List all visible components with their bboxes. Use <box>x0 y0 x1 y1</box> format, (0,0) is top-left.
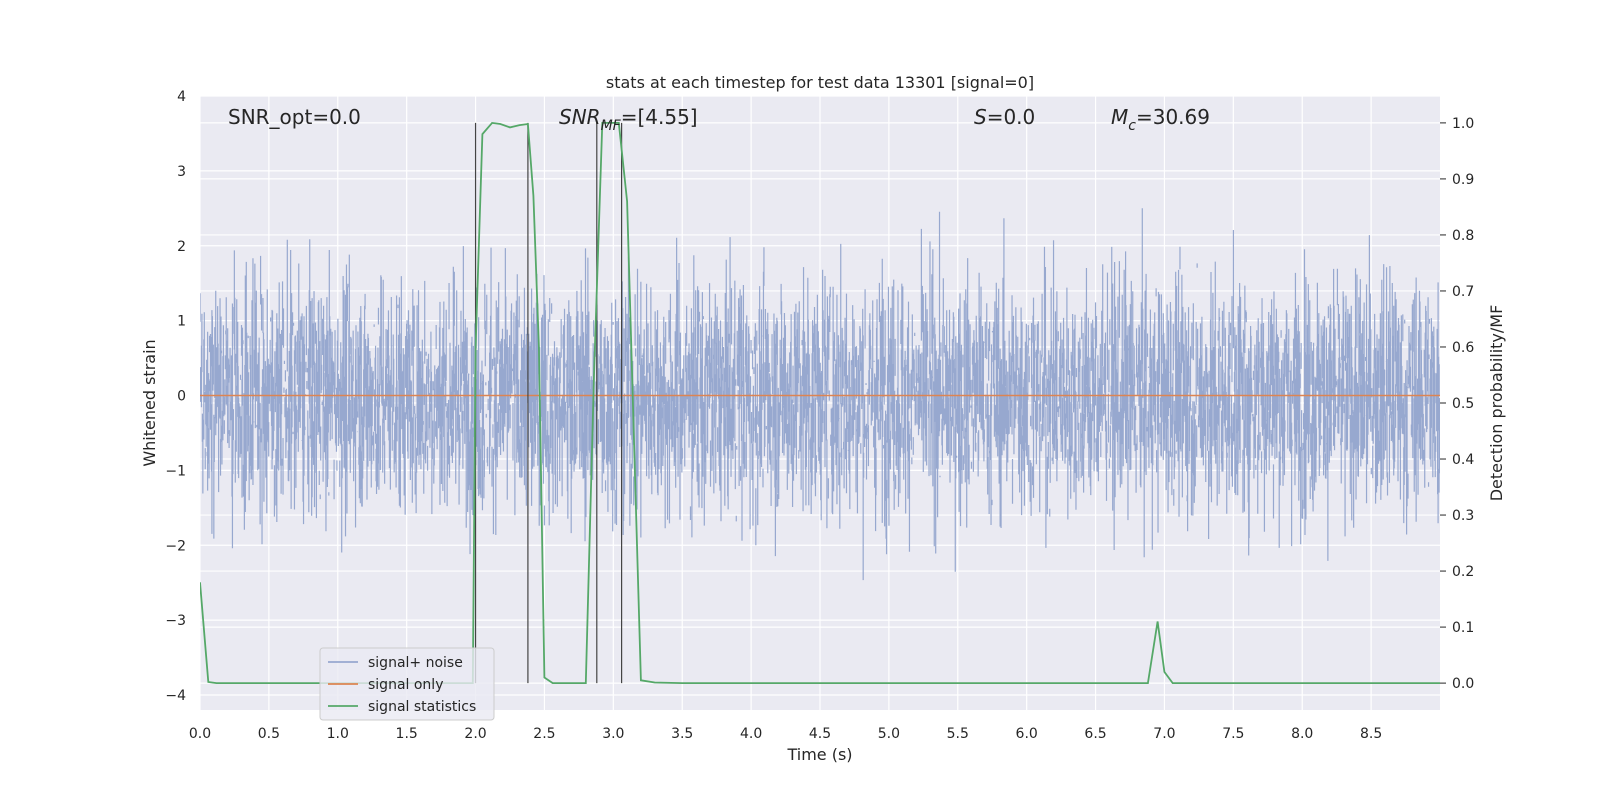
y-left-tick-label-0: 4 <box>177 89 186 105</box>
x-tick-label-5: 2.5 <box>533 726 555 742</box>
y-right-tick-label-9: 0.1 <box>1452 620 1474 636</box>
y-axis-right-label: Detection probability/MF <box>1487 305 1506 502</box>
y-right-tick-label-5: 0.5 <box>1452 396 1474 412</box>
legend-box <box>319 647 495 721</box>
mc-sub: c <box>1128 118 1136 134</box>
y-right-tick-label-4: 0.6 <box>1452 340 1474 356</box>
x-tick-label-14: 7.0 <box>1153 726 1175 742</box>
x-axis-ticks: 0.0 0.5 1.0 1.5 2.0 2.5 3.0 3.5 4.0 4.5 5.0 5.5 6.0 6… <box>189 726 1382 742</box>
x-tick-label-8: 4.0 <box>740 726 762 742</box>
series-signal-statistics <box>200 121 1440 684</box>
y-left-tick-label-7: −3 <box>165 613 186 629</box>
x-tick-label-6: 3.0 <box>602 726 624 742</box>
chart-title: stats at each timestep for test data 133… <box>606 73 1034 92</box>
y-left-tick-label-5: −1 <box>165 463 186 479</box>
snr-mf-sub: MF <box>601 118 622 134</box>
y-left-tick-label-4: 0 <box>177 389 186 405</box>
x-tick-label-2: 1.0 <box>327 726 349 742</box>
s-value: =0.0 <box>987 105 1036 129</box>
y-left-tick-label-6: −2 <box>165 538 186 554</box>
x-tick-label-7: 3.5 <box>671 726 693 742</box>
legend-label-signal-only: signal only <box>368 677 443 693</box>
x-tick-label-0: 0.0 <box>189 726 211 742</box>
y-left-tick-label-2: 2 <box>177 239 186 255</box>
x-tick-label-12: 6.0 <box>1016 726 1038 742</box>
x-tick-label-11: 5.5 <box>947 726 969 742</box>
x-tick-label-15: 7.5 <box>1222 726 1244 742</box>
x-tick-label-4: 2.0 <box>464 726 486 742</box>
y-left-tick-label-8: −4 <box>165 688 186 704</box>
y-left-tick-label-1: 3 <box>177 164 186 180</box>
x-axis-label: Time (s) <box>786 745 852 764</box>
y-axis-right-ticks: 1.0 0.9 0.8 0.7 0.6 0.5 0.4 0.3 0.2 0.1 0.0 <box>1440 116 1474 692</box>
legend-label-signal-noise: signal+ noise <box>368 655 463 671</box>
x-tick-label-17: 8.5 <box>1360 726 1382 742</box>
snr-mf-value: =[4.55] <box>621 105 698 129</box>
x-tick-label-10: 5.0 <box>878 726 900 742</box>
x-tick-label-3: 1.5 <box>396 726 418 742</box>
y-axis-left-ticks: 4 3 2 1 0 −1 −2 −3 −4 <box>165 89 186 704</box>
y-right-tick-label-2: 0.8 <box>1452 228 1474 244</box>
y-right-tick-label-6: 0.4 <box>1452 452 1474 468</box>
x-tick-label-13: 6.5 <box>1084 726 1106 742</box>
y-right-tick-label-7: 0.3 <box>1452 508 1474 524</box>
y-right-tick-label-10: 0.0 <box>1452 676 1474 692</box>
y-right-tick-label-8: 0.2 <box>1452 564 1474 580</box>
x-tick-label-16: 8.0 <box>1291 726 1313 742</box>
s-main: S <box>974 105 987 129</box>
annotation-s: S=0.0 <box>974 105 1035 129</box>
snr-mf-main: SNR <box>559 105 601 129</box>
y-right-tick-label-1: 0.9 <box>1452 172 1474 188</box>
y-right-tick-label-3: 0.7 <box>1452 284 1474 300</box>
annotation-snr-opt: SNR_opt=0.0 <box>228 105 361 129</box>
y-axis-left-label: Whitened strain <box>140 339 159 466</box>
x-tick-label-9: 4.5 <box>809 726 831 742</box>
annotation-mc: Mc=30.69 <box>1111 105 1210 134</box>
mc-main: M <box>1111 105 1128 129</box>
annotation-snr-mf: SNRMF=[4.55] <box>559 105 698 134</box>
y-right-tick-label-0: 1.0 <box>1452 116 1474 132</box>
legend: signal+ noise signal only signal statist… <box>319 647 495 721</box>
y-left-tick-label-3: 1 <box>177 314 186 330</box>
x-tick-label-1: 0.5 <box>258 726 280 742</box>
legend-label-signal-statistics: signal statistics <box>368 699 476 715</box>
mc-value: =30.69 <box>1136 105 1210 129</box>
